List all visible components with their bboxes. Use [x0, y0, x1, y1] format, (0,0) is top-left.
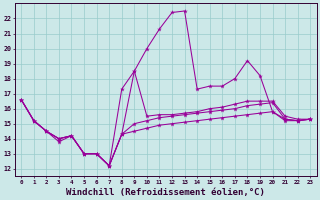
X-axis label: Windchill (Refroidissement éolien,°C): Windchill (Refroidissement éolien,°C)	[66, 188, 265, 197]
